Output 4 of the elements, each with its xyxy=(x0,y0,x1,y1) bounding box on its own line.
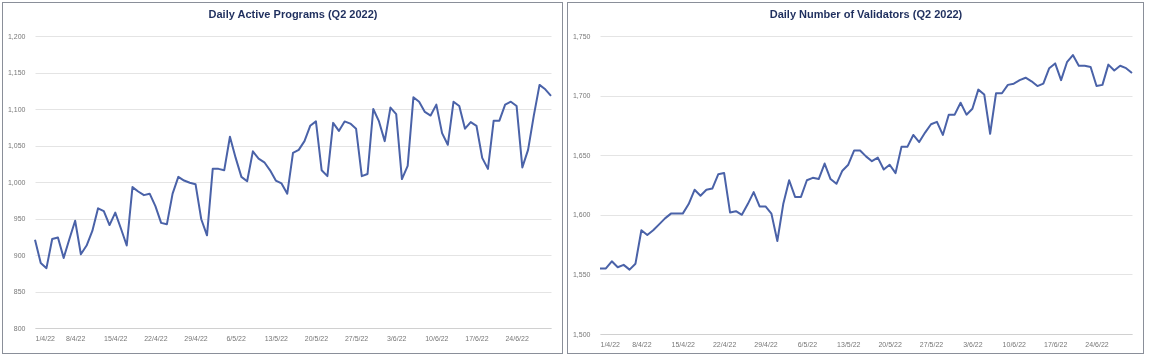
line-series xyxy=(34,83,552,270)
chart-title: Daily Active Programs (Q2 2022) xyxy=(208,8,378,20)
chart-title: Daily Number of Validators (Q2 2022) xyxy=(769,8,963,20)
line-series xyxy=(599,54,1133,271)
